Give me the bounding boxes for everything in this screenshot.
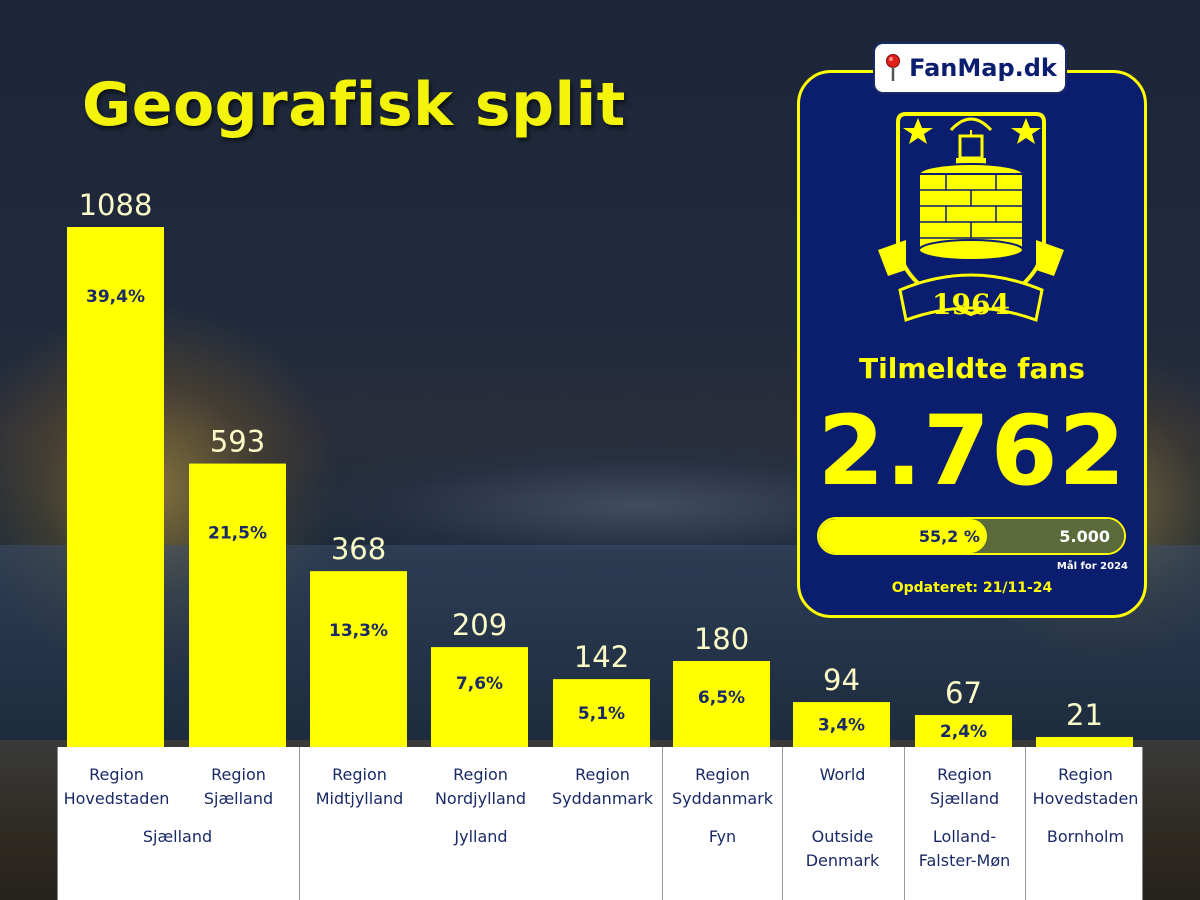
group-divider [782, 747, 783, 900]
category-label: World [819, 765, 866, 784]
group-label: Outside Denmark [805, 827, 880, 870]
group-label: Jylland [454, 827, 508, 846]
percent-label: 39,4% [86, 287, 145, 307]
group-divider [662, 747, 663, 900]
category-axis-panel: Region Hovedstaden Region Sjælland Region Mid… [57, 747, 1143, 900]
category-label: Region Syddanmark [551, 765, 654, 808]
category-label: Region Hovedstaden [63, 765, 170, 808]
percent-label: 6,5% [698, 688, 745, 708]
club-crest-icon: 1964 [878, 112, 1064, 323]
value-label: 142 [574, 640, 629, 674]
category-label: Region Sjælland [929, 765, 1000, 808]
group-divider [1025, 747, 1026, 900]
bar [67, 227, 164, 747]
group-label: Bornholm [1046, 827, 1125, 846]
percent-label: 5,1% [578, 704, 625, 724]
brand-name: FanMap.dk [909, 54, 1057, 82]
bar [310, 571, 407, 747]
percent-label: 3,4% [818, 716, 865, 736]
group-divider [299, 747, 300, 900]
brand-badge: FanMap.dk [873, 42, 1067, 94]
bar [673, 660, 770, 747]
chart-title: Geografisk split [82, 70, 626, 140]
map-pin-icon [886, 54, 901, 81]
progress-percent: 55,2 % [918, 526, 980, 546]
bar [793, 702, 890, 747]
value-label: 1088 [79, 188, 153, 222]
bar [431, 647, 528, 747]
category-label: Region Syddanmark [671, 765, 774, 808]
category-label: Region Hovedstaden [1032, 765, 1139, 808]
goal-progress-bar: 55,2 % 5.000 [817, 517, 1126, 555]
goal-value: 5.000 [1059, 526, 1110, 546]
value-label: 180 [694, 622, 749, 656]
progress-fill [819, 519, 988, 553]
value-label: 67 [945, 676, 982, 710]
background-hills [280, 440, 880, 550]
bar [915, 714, 1012, 747]
fans-count: 2.762 [817, 395, 1127, 507]
crest-year: 1964 [932, 288, 1010, 321]
group-label: Fyn [708, 827, 737, 846]
group-label: Sjælland [142, 827, 213, 846]
updated-timestamp: Opdateret: 21/11-24 [891, 580, 1053, 596]
category-label: Region Midtjylland [315, 765, 404, 808]
value-label: 368 [331, 532, 386, 566]
percent-label: 21,5% [208, 524, 267, 544]
group-label: Lolland- Falster-Møn [918, 827, 1011, 870]
bar [553, 679, 650, 747]
goal-caption: Mål for 2024 [1056, 561, 1128, 572]
fans-label: Tilmeldte fans [859, 352, 1085, 385]
group-divider [904, 747, 905, 900]
progress-remaining [967, 519, 1124, 553]
bar [189, 463, 286, 747]
percent-label: 2,4% [940, 722, 987, 742]
value-label: 209 [452, 608, 507, 642]
percent-label: 7,6% [456, 674, 503, 694]
category-label: Region Nordjylland [434, 765, 527, 808]
percent-label: 13,3% [329, 621, 388, 641]
value-label: 94 [823, 663, 860, 697]
category-label: Region Sjælland [203, 765, 274, 808]
bar [1036, 736, 1133, 747]
value-label: 21 [1066, 698, 1103, 732]
value-label: 593 [210, 425, 265, 459]
